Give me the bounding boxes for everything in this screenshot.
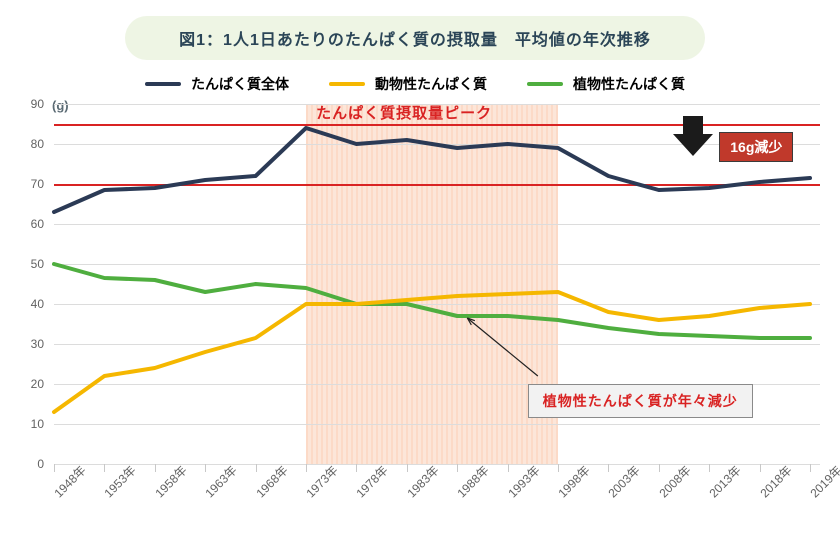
y-tick-label: 90 [20, 97, 44, 111]
x-tick-label: 1978年 [352, 462, 391, 501]
x-tick-label: 1988年 [453, 462, 492, 501]
legend-label: 動物性たんぱく質 [375, 74, 487, 94]
y-tick-label: 20 [20, 377, 44, 391]
y-tick-label: 50 [20, 257, 44, 271]
annotation-decrease-badge: 16g減少 [719, 132, 793, 162]
x-tick-mark [205, 464, 206, 472]
x-tick-mark [760, 464, 761, 472]
x-tick-mark [558, 464, 559, 472]
x-tick-label: 1983年 [403, 462, 442, 501]
down-arrow-icon [669, 112, 717, 160]
y-tick-label: 60 [20, 217, 44, 231]
x-tick-mark [54, 464, 55, 472]
x-tick-label: 2013年 [705, 462, 744, 501]
legend-item-animal: 動物性たんぱく質 [329, 74, 487, 94]
x-tick-label: 1993年 [504, 462, 543, 501]
x-tick-mark [407, 464, 408, 472]
chart-title: 図1：1人1日あたりのたんぱく質の摂取量 平均値の年次推移 [125, 16, 705, 60]
plot-area: (g) 0102030405060708090 1948年1953年1958年1… [20, 104, 820, 464]
legend-label: 植物性たんぱく質 [573, 74, 685, 94]
x-tick-mark [155, 464, 156, 472]
x-tick-label: 1948年 [50, 462, 89, 501]
x-tick-label: 2008年 [655, 462, 694, 501]
x-tick-label: 2018年 [756, 462, 795, 501]
legend: たんぱく質全体 動物性たんぱく質 植物性たんぱく質 [10, 74, 820, 94]
y-tick-label: 80 [20, 137, 44, 151]
legend-swatch [527, 82, 563, 86]
x-tick-mark [104, 464, 105, 472]
x-tick-mark [457, 464, 458, 472]
x-tick-label: 2019年 [806, 462, 840, 501]
x-tick-mark [508, 464, 509, 472]
y-tick-label: 40 [20, 297, 44, 311]
x-tick-label: 1953年 [100, 462, 139, 501]
x-tick-label: 1958年 [151, 462, 190, 501]
y-tick-label: 30 [20, 337, 44, 351]
legend-label: たんぱく質全体 [191, 74, 289, 94]
y-tick-label: 0 [20, 457, 44, 471]
legend-item-plant: 植物性たんぱく質 [527, 74, 685, 94]
annotation-peak-label: たんぱく質摂取量ピーク [316, 102, 492, 123]
x-tick-mark [306, 464, 307, 472]
x-tick-mark [608, 464, 609, 472]
y-tick-label: 70 [20, 177, 44, 191]
annotation-plant-box: 植物性たんぱく質が年々減少 [528, 384, 753, 418]
legend-swatch [329, 82, 365, 86]
x-tick-label: 1973年 [302, 462, 341, 501]
y-tick-label: 10 [20, 417, 44, 431]
x-tick-mark [810, 464, 811, 472]
x-tick-label: 1998年 [554, 462, 593, 501]
x-tick-label: 1968年 [252, 462, 291, 501]
x-tick-mark [709, 464, 710, 472]
x-tick-mark [256, 464, 257, 472]
legend-item-total: たんぱく質全体 [145, 74, 289, 94]
x-tick-mark [356, 464, 357, 472]
series-line [54, 264, 810, 338]
legend-swatch [145, 82, 181, 86]
x-tick-label: 2003年 [604, 462, 643, 501]
chart-container: 図1：1人1日あたりのたんぱく質の摂取量 平均値の年次推移 たんぱく質全体 動物… [0, 0, 840, 541]
x-tick-mark [659, 464, 660, 472]
x-tick-label: 1963年 [201, 462, 240, 501]
gridline [54, 464, 820, 465]
